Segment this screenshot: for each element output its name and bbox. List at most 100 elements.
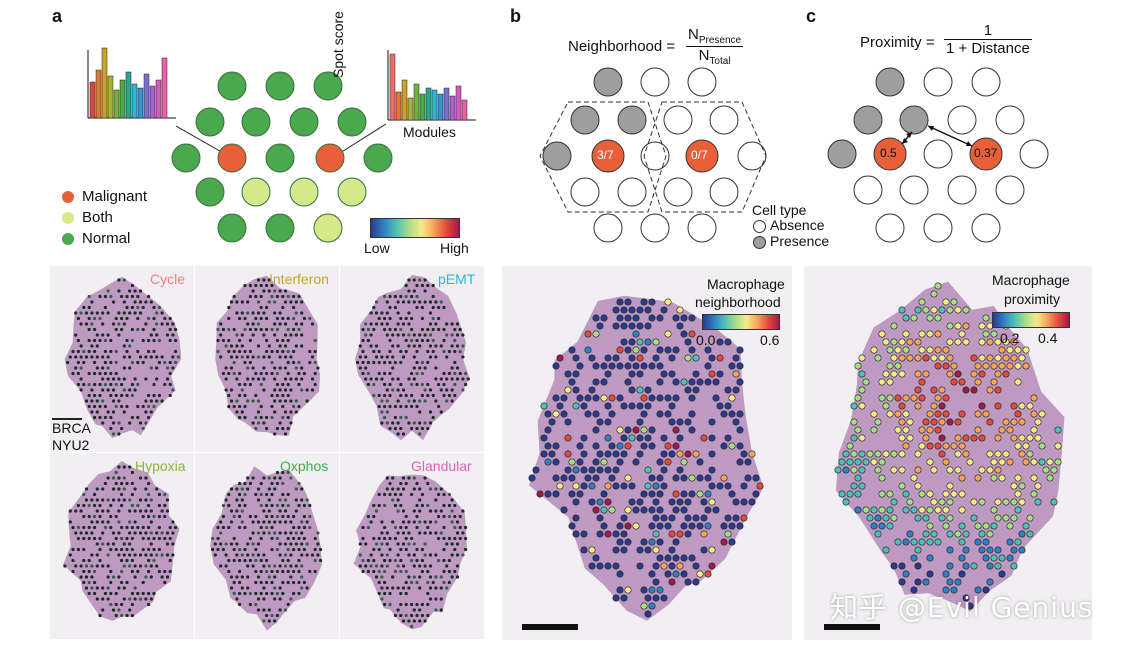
spot (383, 536, 387, 541)
spot (133, 586, 137, 590)
spot (283, 289, 288, 293)
spot (672, 506, 680, 514)
spot (898, 418, 906, 426)
spot (106, 564, 110, 568)
spot (232, 558, 236, 563)
spot (442, 305, 446, 310)
spot (144, 476, 148, 480)
spot (428, 520, 433, 524)
spot (364, 355, 368, 359)
spot (572, 386, 580, 394)
spot (300, 531, 304, 535)
spot (415, 580, 419, 585)
spot (109, 503, 113, 508)
spot (111, 575, 116, 579)
spot (383, 294, 387, 299)
spot (846, 490, 854, 498)
absence-label: Absence (770, 217, 825, 233)
spot (149, 498, 153, 502)
spot (399, 503, 403, 508)
spot (902, 330, 910, 338)
spot (316, 531, 320, 535)
spot (369, 553, 373, 557)
spot (68, 553, 72, 557)
spot (267, 289, 271, 293)
spot (560, 506, 568, 514)
spot (388, 426, 392, 431)
spot (672, 538, 680, 546)
spot (396, 399, 400, 403)
spot (404, 525, 408, 530)
spot (120, 569, 124, 574)
spot (426, 481, 430, 486)
spot (447, 514, 451, 519)
spot (232, 349, 236, 354)
spot (366, 360, 370, 365)
spot (133, 509, 137, 513)
spot (144, 399, 148, 403)
spot (273, 300, 277, 304)
spot (620, 322, 628, 330)
spot (101, 586, 105, 590)
spot (399, 294, 403, 299)
spot (858, 450, 866, 458)
spot (219, 322, 223, 326)
spot (160, 509, 164, 513)
spot (144, 509, 148, 513)
spot (221, 503, 225, 508)
spot (600, 378, 608, 386)
spot (235, 509, 239, 513)
spot (117, 377, 121, 381)
spot (420, 382, 424, 387)
spot (974, 378, 982, 386)
spot (270, 415, 274, 420)
spot (275, 349, 279, 354)
spot (552, 362, 560, 370)
spot (283, 344, 288, 348)
spot (136, 327, 140, 332)
spot (407, 421, 411, 425)
spot (624, 346, 632, 354)
spot (453, 525, 457, 530)
spot (251, 311, 255, 315)
spot (364, 366, 368, 370)
spot (90, 344, 94, 348)
spot (275, 514, 279, 519)
spot (636, 338, 644, 346)
spot (564, 370, 572, 378)
spot (297, 503, 301, 508)
spot (886, 506, 894, 514)
spot (369, 333, 373, 337)
spot (152, 327, 156, 332)
spot (648, 506, 656, 514)
spot (248, 338, 252, 343)
spot (954, 306, 962, 314)
spot (415, 514, 419, 519)
spot (1038, 410, 1046, 418)
spot (636, 386, 644, 394)
spot (962, 450, 970, 458)
spot (407, 542, 411, 546)
spot (946, 418, 954, 426)
spot (229, 344, 234, 348)
spot (300, 553, 304, 557)
spot (232, 404, 236, 409)
spot (111, 377, 116, 381)
spot (369, 322, 373, 326)
spot (1034, 482, 1042, 490)
spot (978, 354, 986, 362)
spot (870, 506, 878, 514)
spot (652, 514, 660, 522)
spot (246, 564, 250, 568)
spot (383, 404, 387, 409)
spot (624, 506, 632, 514)
spot (240, 520, 244, 524)
spot (286, 371, 290, 376)
spot (76, 525, 80, 530)
spot (664, 394, 672, 402)
spot (238, 316, 242, 321)
spot (672, 346, 680, 354)
spot (372, 547, 376, 552)
spot (171, 553, 175, 557)
spot (401, 322, 406, 326)
